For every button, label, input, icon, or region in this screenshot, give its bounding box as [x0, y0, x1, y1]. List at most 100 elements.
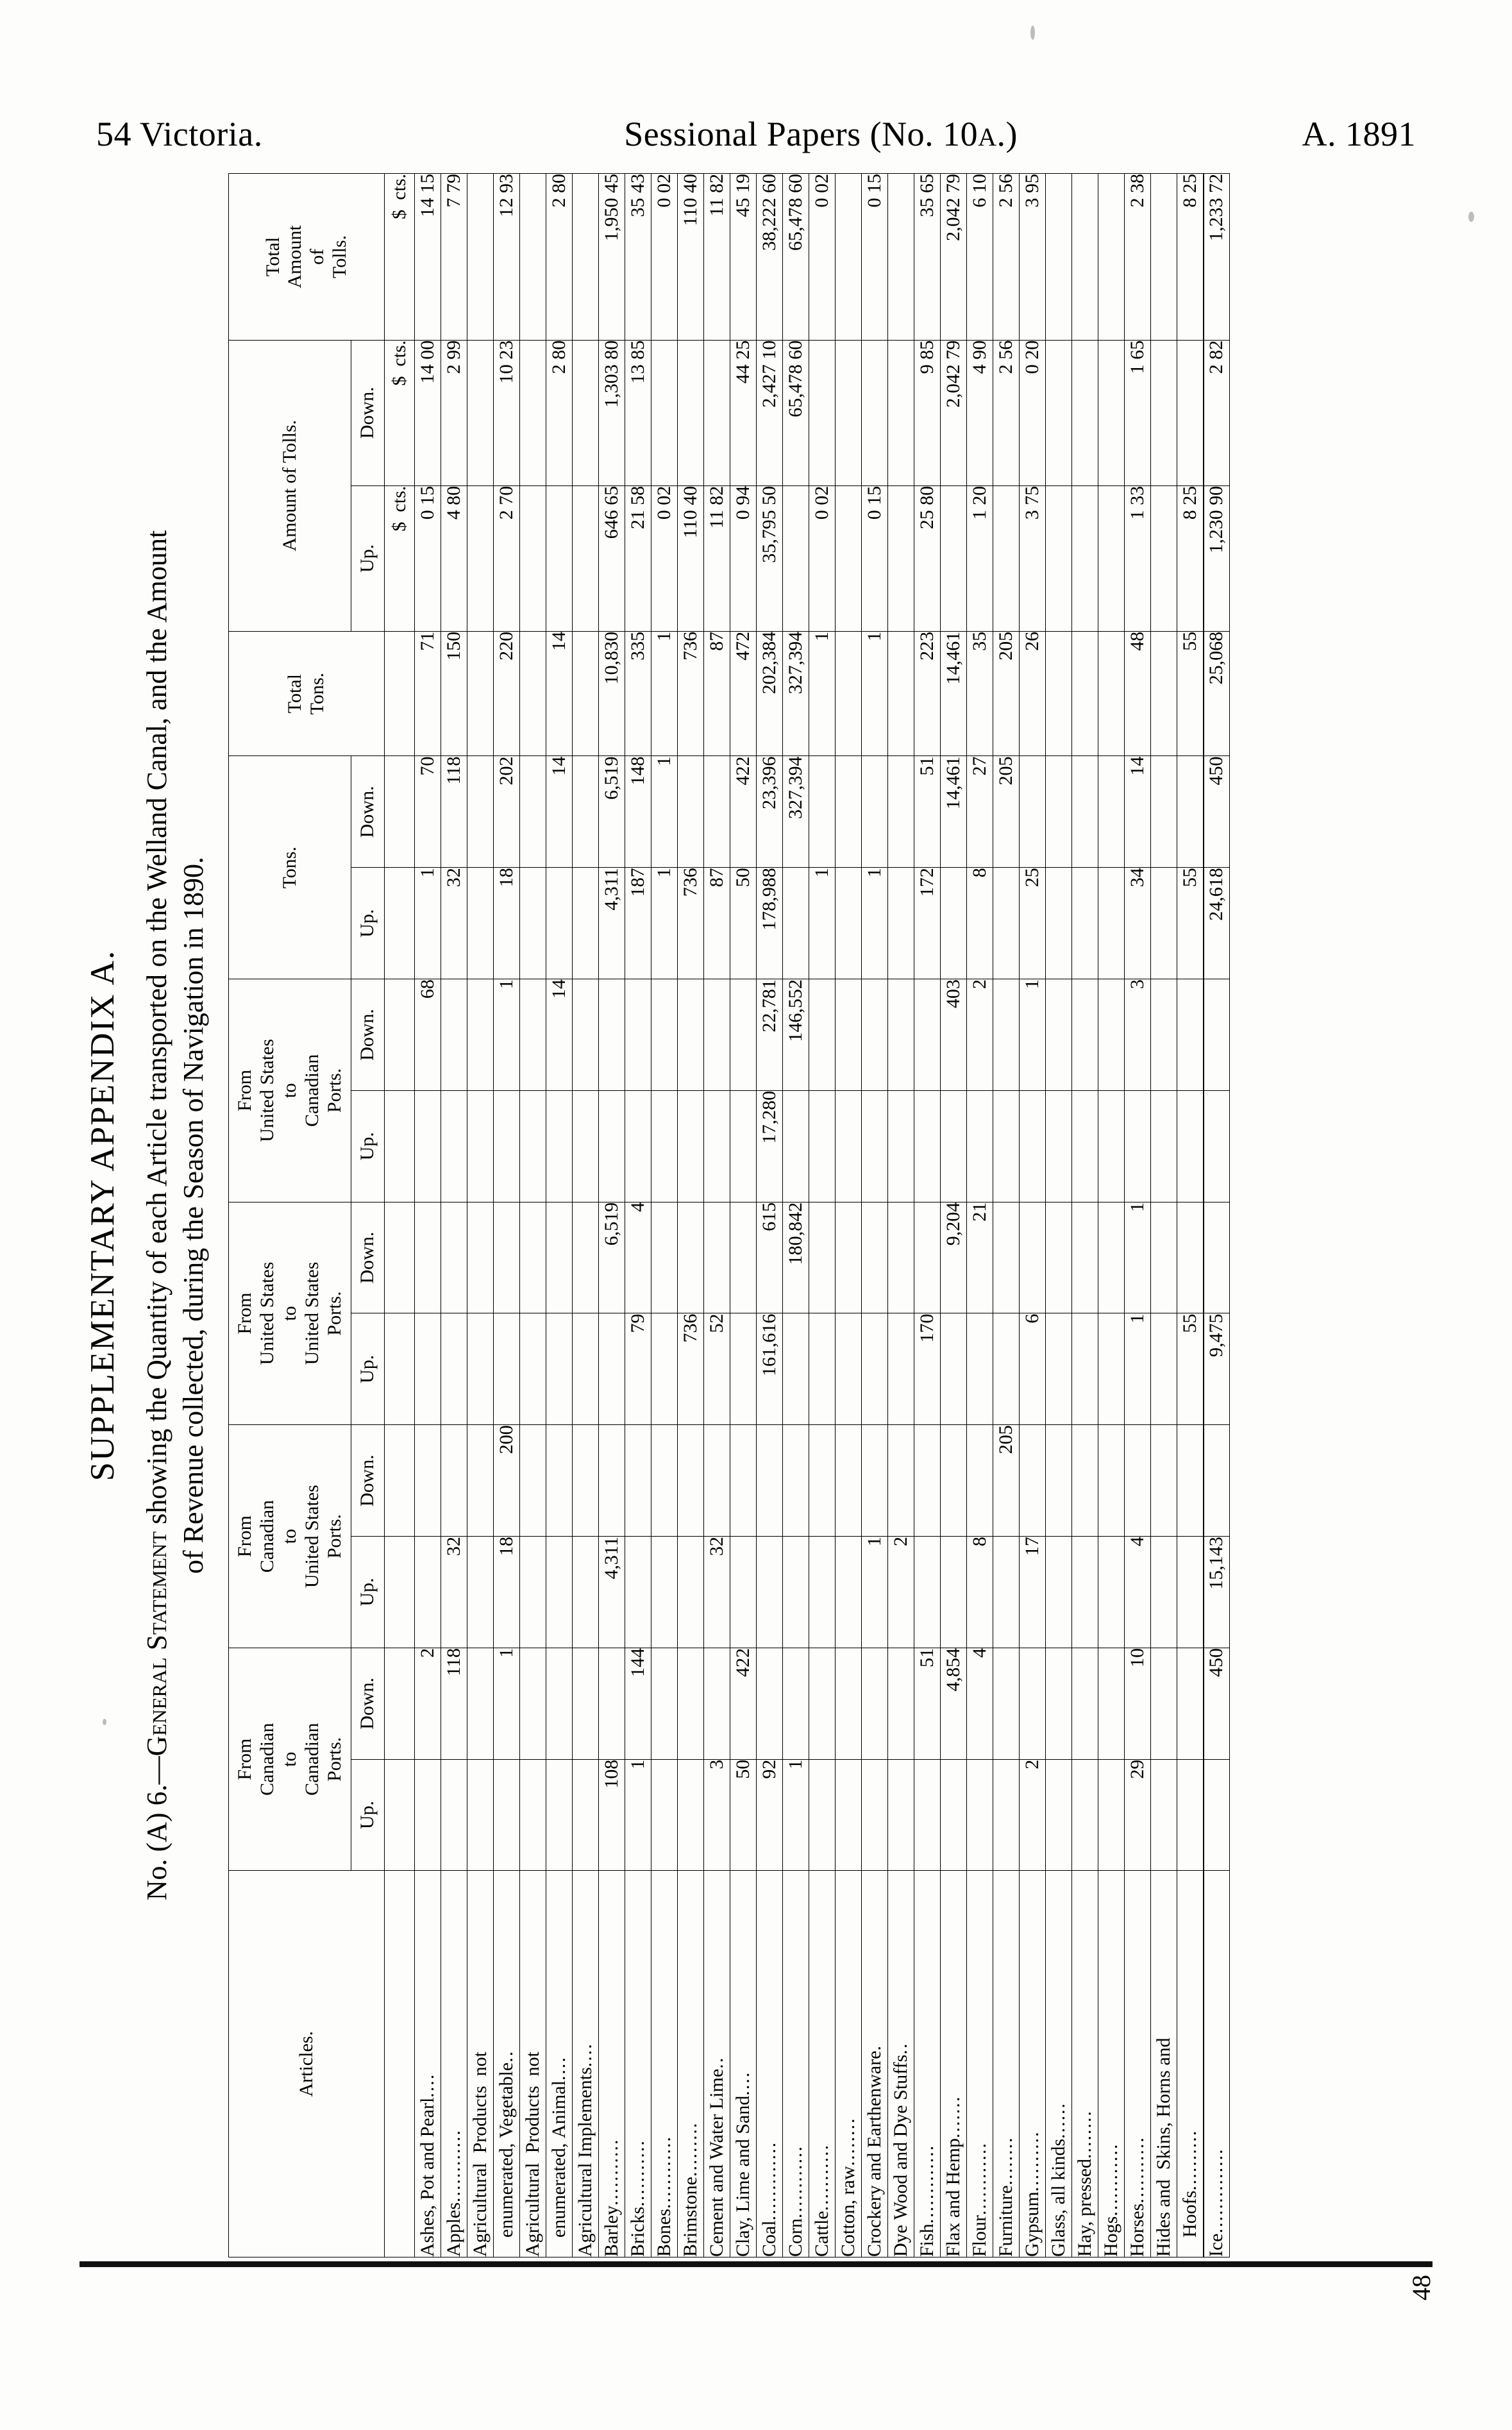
cell-us-us-down: 1: [1124, 1201, 1151, 1313]
cell-can-can-down: 450: [1203, 1647, 1230, 1759]
col-amount-of-tolls: Amount of Tolls.: [228, 339, 351, 631]
cell-can-us-up: 17: [1019, 1536, 1046, 1648]
cell-us-us-down: [441, 1201, 467, 1313]
sub-us-can-down: Down.: [351, 979, 385, 1090]
cell-tolls-down: 4 90: [966, 339, 993, 485]
cell-us-can-up: [493, 1090, 520, 1202]
cell-tolls-up: [1071, 485, 1098, 631]
statement-caption: No. (A) 6.—General Statement showing the…: [139, 119, 212, 2312]
cell-total-tons: 25,068: [1203, 630, 1230, 756]
cell-total-tolls: 2,042 79: [940, 173, 967, 340]
cell-tons-down: [887, 755, 914, 868]
currency-row-blank: [384, 755, 415, 868]
currency-row-blank: [384, 867, 415, 979]
cell-can-can-down: 10: [1124, 1647, 1151, 1759]
cell-tons-down: 51: [914, 755, 941, 868]
us-can-l4: Canadian: [301, 1054, 323, 1127]
cell-total-tons: [835, 630, 862, 756]
cell-tons-down: 23,396: [756, 755, 783, 868]
cell-can-can-up: [887, 1759, 914, 1871]
cell-us-can-down: [993, 979, 1020, 1090]
currency-row-blank: [384, 979, 415, 1090]
cell-tolls-down: 14 00: [414, 339, 441, 485]
cell-can-can-up: 50: [730, 1759, 757, 1871]
cell-tons-up: 1: [414, 867, 441, 979]
cell-can-us-down: [414, 1424, 441, 1537]
cell-us-can-up: [519, 1090, 546, 1202]
tat-l4: Tolls.: [329, 235, 351, 278]
cell-us-can-up: [940, 1090, 967, 1202]
cell-article: Gypsum..........: [1019, 1870, 1046, 2257]
cell-total-tolls: 110 40: [677, 173, 704, 340]
cell-us-can-down: 3: [1124, 979, 1151, 1090]
cell-can-can-up: [809, 1759, 836, 1871]
cell-us-can-up: [1045, 1090, 1072, 1202]
cell-us-can-down: [467, 979, 494, 1090]
cell-us-us-up: [546, 1313, 573, 1425]
cell-can-can-down: [835, 1647, 862, 1759]
cell-tons-up: [1150, 867, 1177, 979]
cell-can-can-up: [414, 1759, 441, 1871]
cell-tons-up: 8: [966, 867, 993, 979]
cell-us-can-up: [467, 1090, 494, 1202]
cell-can-can-up: [914, 1759, 941, 1871]
cell-us-can-down: [914, 979, 941, 1090]
cell-can-us-up: 32: [441, 1536, 467, 1648]
publication-year: A. 1891: [1302, 115, 1416, 153]
cell-tons-up: 18: [493, 867, 520, 979]
cell-can-can-down: [572, 1647, 599, 1759]
cell-total-tons: 327,394: [782, 630, 809, 756]
currency-row-blank: [384, 1090, 415, 1202]
cell-tolls-down: [572, 339, 599, 485]
cell-us-us-up: [519, 1313, 546, 1425]
cell-article: Cattle...........: [809, 1870, 836, 2257]
cell-can-us-up: [651, 1536, 678, 1648]
cell-can-us-up: [1071, 1536, 1098, 1648]
cell-total-tolls: 2 38: [1124, 173, 1151, 340]
cell-can-can-up: [1071, 1759, 1098, 1871]
us-us-l1: From: [234, 1292, 256, 1334]
cell-tons-down: [835, 755, 862, 868]
cell-can-can-up: [1098, 1759, 1125, 1871]
cell-total-tons: 35: [966, 630, 993, 756]
cell-us-can-up: [677, 1090, 704, 1202]
general-statement-label: General Statement: [141, 1531, 172, 1756]
cell-tolls-up: 110 40: [677, 485, 704, 631]
cell-can-us-down: [1045, 1424, 1072, 1537]
cell-can-us-down: [730, 1424, 757, 1537]
cell-us-can-up: 17,280: [756, 1090, 783, 1202]
cell-us-can-up: [809, 1090, 836, 1202]
cell-tons-down: 27: [966, 755, 993, 868]
leader-dots: ...........: [600, 2138, 622, 2206]
cell-tolls-down: [677, 339, 704, 485]
cell-us-can-down: [1203, 979, 1230, 1090]
cell-article: Brimstone.........: [677, 1870, 704, 2257]
cell-can-us-down: [1098, 1424, 1125, 1537]
cell-can-us-down: [1203, 1424, 1230, 1537]
cell-us-can-up: [1098, 1090, 1125, 1202]
cell-tons-down: [1045, 755, 1072, 868]
cell-article: Glass, all kinds......: [1045, 1870, 1072, 2257]
cell-can-us-up: [782, 1536, 809, 1648]
cell-us-us-up: [782, 1313, 809, 1425]
cell-us-us-up: [598, 1313, 625, 1425]
cell-article: Coal.............: [756, 1870, 783, 2257]
cell-tolls-down: [519, 339, 546, 485]
cell-us-us-down: [703, 1201, 730, 1313]
us-can-l5: Ports.: [323, 1068, 345, 1113]
cell-article: Ashes, Pot and Pearl....: [414, 1870, 441, 2257]
cell-tons-up: [940, 867, 967, 979]
cell-tons-down: 14: [1124, 755, 1151, 868]
can-us-l4: United States: [301, 1484, 323, 1588]
table-row: Agricultural Products not: [467, 173, 494, 2257]
table-row: Coal............. 92 161,616 615 17,280 22,78…: [756, 173, 783, 2257]
cell-can-us-down: [546, 1424, 573, 1537]
cell-total-tolls: [519, 173, 546, 340]
leader-dots: ...........: [1126, 2136, 1148, 2204]
cell-tons-down: 450: [1203, 755, 1230, 868]
cell-tolls-up: 0 15: [414, 485, 441, 631]
cell-tolls-up: [993, 485, 1020, 631]
cell-can-us-up: 15,143: [1203, 1536, 1230, 1648]
cell-total-tons: 1: [861, 630, 888, 756]
appendix-title: SUPPLEMENTARY APPENDIX A.: [84, 949, 121, 1481]
